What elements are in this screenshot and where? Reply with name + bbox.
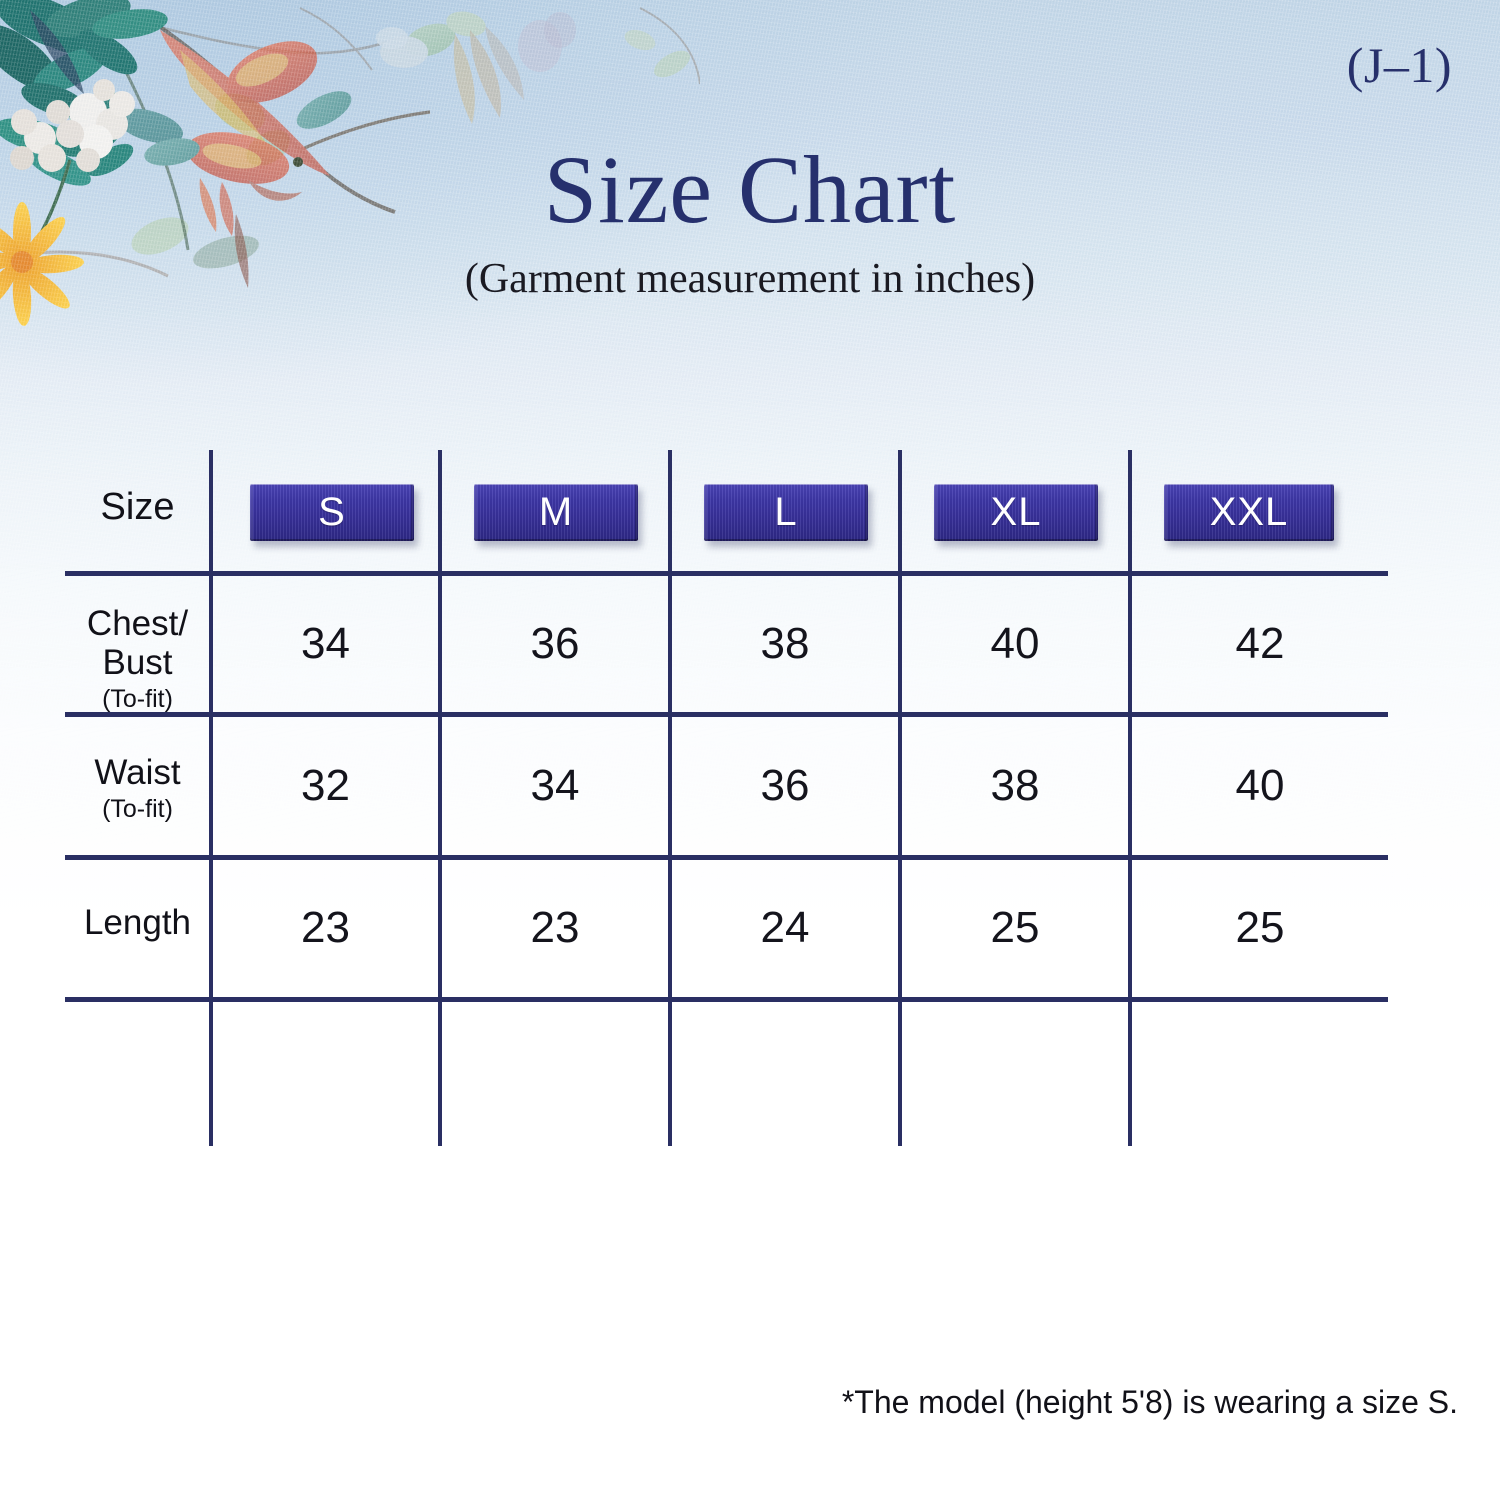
- size-tag-m[interactable]: M: [474, 484, 638, 541]
- row-label-chest-bust-sub: (To-fit): [102, 685, 173, 714]
- size-tag-l-label: L: [774, 490, 798, 534]
- header-block: Size Chart (Garment measurement in inche…: [0, 136, 1500, 303]
- cell-chest-m: 36: [530, 619, 580, 668]
- table-header-size-label: Size: [100, 486, 175, 528]
- row-label-chest-bust-line2: Bust: [102, 643, 173, 683]
- cell-waist-l: 36: [760, 761, 810, 810]
- cell-chest-l: 38: [760, 619, 810, 668]
- grid-hline-2: [65, 712, 1388, 717]
- cell-length-s: 23: [301, 903, 350, 952]
- grid-hline-3: [65, 855, 1388, 860]
- corner-code: (J–1): [1346, 37, 1452, 93]
- page-subtitle: (Garment measurement in inches): [464, 255, 1036, 302]
- row-label-length-line1: Length: [83, 903, 192, 942]
- cell-chest-xxl: 42: [1235, 619, 1285, 668]
- cell-length-xl: 25: [990, 903, 1040, 952]
- cell-length-m: 23: [530, 903, 580, 952]
- row-label-waist-line1: Waist: [94, 753, 181, 792]
- page-title: Size Chart: [543, 136, 957, 243]
- model-footnote: *The model (height 5'8) is wearing a siz…: [841, 1384, 1458, 1420]
- cell-waist-m: 34: [530, 761, 580, 810]
- cell-chest-s: 34: [301, 619, 350, 668]
- size-tag-xl-label: XL: [990, 490, 1042, 534]
- grid-hline-4: [65, 997, 1388, 1002]
- row-label-chest-bust: Chest/ Bust (To-fit): [65, 604, 210, 714]
- size-tag-m-label: M: [538, 490, 574, 534]
- size-tag-xl[interactable]: XL: [934, 484, 1098, 541]
- size-tag-l[interactable]: L: [704, 484, 868, 541]
- size-tag-xxl[interactable]: XXL: [1164, 484, 1334, 541]
- cell-waist-s: 32: [301, 761, 350, 810]
- row-label-waist-sub: (To-fit): [102, 795, 173, 824]
- row-label-length: Length: [65, 903, 210, 942]
- cell-waist-xl: 38: [990, 761, 1040, 810]
- size-tag-s[interactable]: S: [250, 484, 414, 541]
- size-tag-xxl-label: XXL: [1209, 490, 1289, 534]
- cell-length-l: 24: [760, 903, 810, 952]
- cell-waist-xxl: 40: [1235, 761, 1285, 810]
- cell-chest-xl: 40: [990, 619, 1040, 668]
- grid-hline-1: [65, 571, 1388, 576]
- row-label-waist: Waist (To-fit): [65, 753, 210, 824]
- row-label-chest-bust-line1: Chest/: [86, 604, 189, 643]
- cell-length-xxl: 25: [1235, 903, 1285, 952]
- size-tag-s-label: S: [318, 490, 346, 534]
